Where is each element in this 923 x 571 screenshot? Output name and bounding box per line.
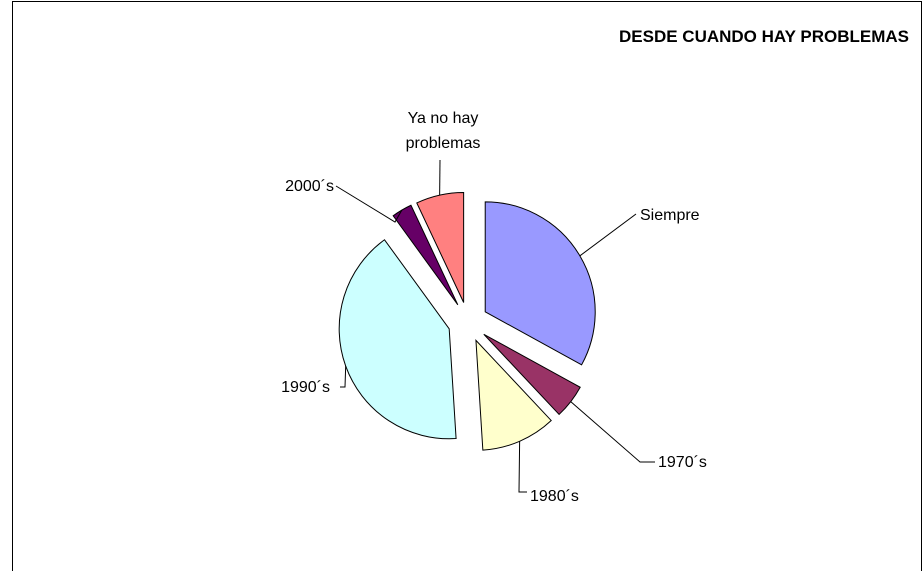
chart-title: DESDE CUANDO HAY PROBLEMAS	[619, 27, 909, 46]
pie-slice	[392, 204, 459, 306]
pie-slice	[338, 239, 457, 440]
leader-line	[340, 366, 347, 388]
leader-line	[335, 185, 403, 223]
slice-label: Siempre	[640, 207, 700, 224]
slice-label: Ya no hay problemas	[405, 110, 481, 152]
pie-slice	[475, 339, 552, 451]
slice-label: 1990´s	[281, 379, 330, 396]
pie-slice	[416, 191, 465, 303]
pie-slice	[484, 201, 596, 366]
slice-label: 2000´s	[285, 178, 334, 195]
leader-line	[570, 401, 655, 463]
slice-label: 1980´s	[530, 488, 579, 505]
chart-frame	[12, 1, 922, 571]
slice-label: 1970´s	[658, 454, 707, 471]
leader-line	[518, 441, 527, 493]
leader-line	[579, 213, 637, 257]
